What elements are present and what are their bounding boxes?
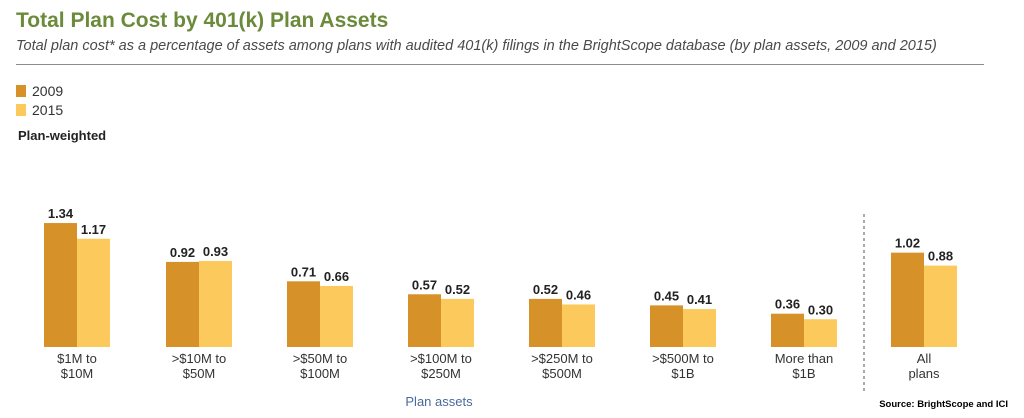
x-axis-label: Plan assets <box>405 394 473 409</box>
category-label-3-1: $250M <box>421 366 461 381</box>
header-divider <box>16 64 984 65</box>
bar-2015-3 <box>441 298 474 347</box>
chart-subtitle: Total plan cost* as a percentage of asse… <box>16 38 937 54</box>
category-label-2-0: >$50M to <box>293 351 348 366</box>
bar-2015-0 <box>77 238 110 347</box>
bar-2009-0 <box>44 223 77 347</box>
category-label-2-1: $100M <box>300 366 340 381</box>
data-label-2009-6: 0.36 <box>775 297 800 312</box>
bar-2015-2 <box>320 285 353 347</box>
data-label-2009-5: 0.45 <box>654 288 679 303</box>
data-label-2009-4: 0.52 <box>533 282 558 297</box>
bar-2009-5 <box>650 305 683 347</box>
bar-2015-1 <box>199 260 232 347</box>
legend-swatch-2009 <box>16 84 26 97</box>
category-label-6-1: $1B <box>792 366 815 381</box>
legend-swatch-2015 <box>16 103 26 116</box>
data-label-2009-2: 0.71 <box>291 264 316 279</box>
category-label-1-1: $50M <box>183 366 216 381</box>
data-label-2015-0: 1.17 <box>81 222 106 237</box>
category-label-5-0: >$500M to <box>652 351 714 366</box>
data-label-2009-1: 0.92 <box>170 245 195 260</box>
legend-label-2009: 2009 <box>32 82 64 99</box>
data-label-2015-2: 0.66 <box>324 269 349 284</box>
category-label-0-1: $10M <box>61 366 94 381</box>
data-label-2009-3: 0.57 <box>412 277 437 292</box>
bar-2009-4 <box>529 298 562 347</box>
data-label-2009-7: 1.02 <box>895 236 920 251</box>
category-label-4-0: >$250M to <box>531 351 593 366</box>
data-label-2015-7: 0.88 <box>928 249 953 264</box>
legend-item-2015: 2015 <box>16 100 63 119</box>
category-label-0-0: $1M to <box>57 351 97 366</box>
chart-title: Total Plan Cost by 401(k) Plan Assets <box>16 9 389 32</box>
bar-2015-7 <box>924 265 957 347</box>
data-label-2015-1: 0.93 <box>203 244 228 259</box>
source-note: Source: BrightScope and ICI <box>879 399 1008 410</box>
legend-item-2009: 2009 <box>16 81 63 100</box>
bar-2009-7 <box>891 252 924 347</box>
legend-label-2015: 2015 <box>32 101 64 118</box>
data-label-2015-4: 0.46 <box>566 287 591 302</box>
segment-label: Plan-weighted <box>18 128 107 143</box>
bar-2009-2 <box>287 281 320 347</box>
data-label-2015-5: 0.41 <box>687 292 712 307</box>
bar-2009-1 <box>166 261 199 347</box>
category-label-6-0: More than <box>775 351 834 366</box>
bar-2015-4 <box>562 304 595 347</box>
category-label-3-0: >$100M to <box>410 351 472 366</box>
category-label-5-1: $1B <box>671 366 694 381</box>
bar-2009-6 <box>771 313 804 347</box>
bar-2015-6 <box>804 319 837 347</box>
bar-2015-5 <box>683 309 716 347</box>
data-label-2015-6: 0.30 <box>808 302 833 317</box>
data-label-2009-0: 1.34 <box>48 206 74 221</box>
bar-2009-3 <box>408 294 441 347</box>
category-label-7-0: All <box>917 351 932 366</box>
legend: 2009 2015 <box>16 81 63 119</box>
category-label-4-1: $500M <box>542 366 582 381</box>
category-label-7-1: plans <box>908 366 940 381</box>
category-label-1-0: >$10M to <box>172 351 227 366</box>
data-label-2015-3: 0.52 <box>445 282 470 297</box>
